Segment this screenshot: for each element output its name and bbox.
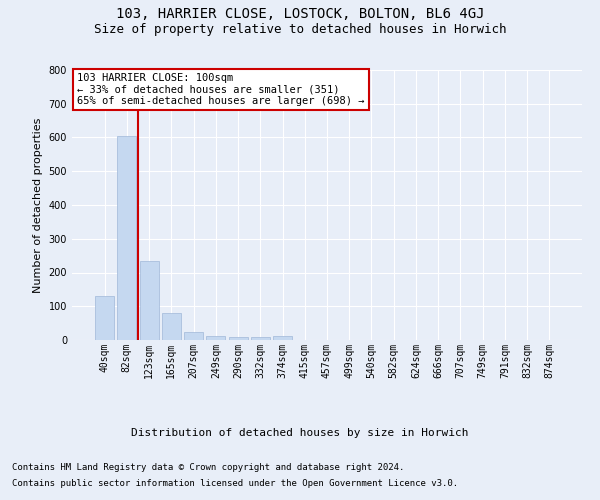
Text: 103 HARRIER CLOSE: 100sqm
← 33% of detached houses are smaller (351)
65% of semi: 103 HARRIER CLOSE: 100sqm ← 33% of detac…: [77, 72, 365, 106]
Bar: [162, 313, 181, 340]
Text: 103, HARRIER CLOSE, LOSTOCK, BOLTON, BL6 4GJ: 103, HARRIER CLOSE, LOSTOCK, BOLTON, BL6…: [116, 8, 484, 22]
Bar: [184, 332, 203, 340]
Bar: [95, 296, 114, 340]
Text: Contains HM Land Registry data © Crown copyright and database right 2024.: Contains HM Land Registry data © Crown c…: [12, 462, 404, 471]
Bar: [206, 336, 225, 340]
Text: Size of property relative to detached houses in Horwich: Size of property relative to detached ho…: [94, 22, 506, 36]
Text: Contains public sector information licensed under the Open Government Licence v3: Contains public sector information licen…: [12, 479, 458, 488]
Bar: [273, 336, 292, 340]
Bar: [229, 336, 248, 340]
Bar: [118, 136, 136, 340]
Y-axis label: Number of detached properties: Number of detached properties: [33, 118, 43, 292]
Bar: [140, 260, 158, 340]
Text: Distribution of detached houses by size in Horwich: Distribution of detached houses by size …: [131, 428, 469, 438]
Bar: [251, 336, 270, 340]
